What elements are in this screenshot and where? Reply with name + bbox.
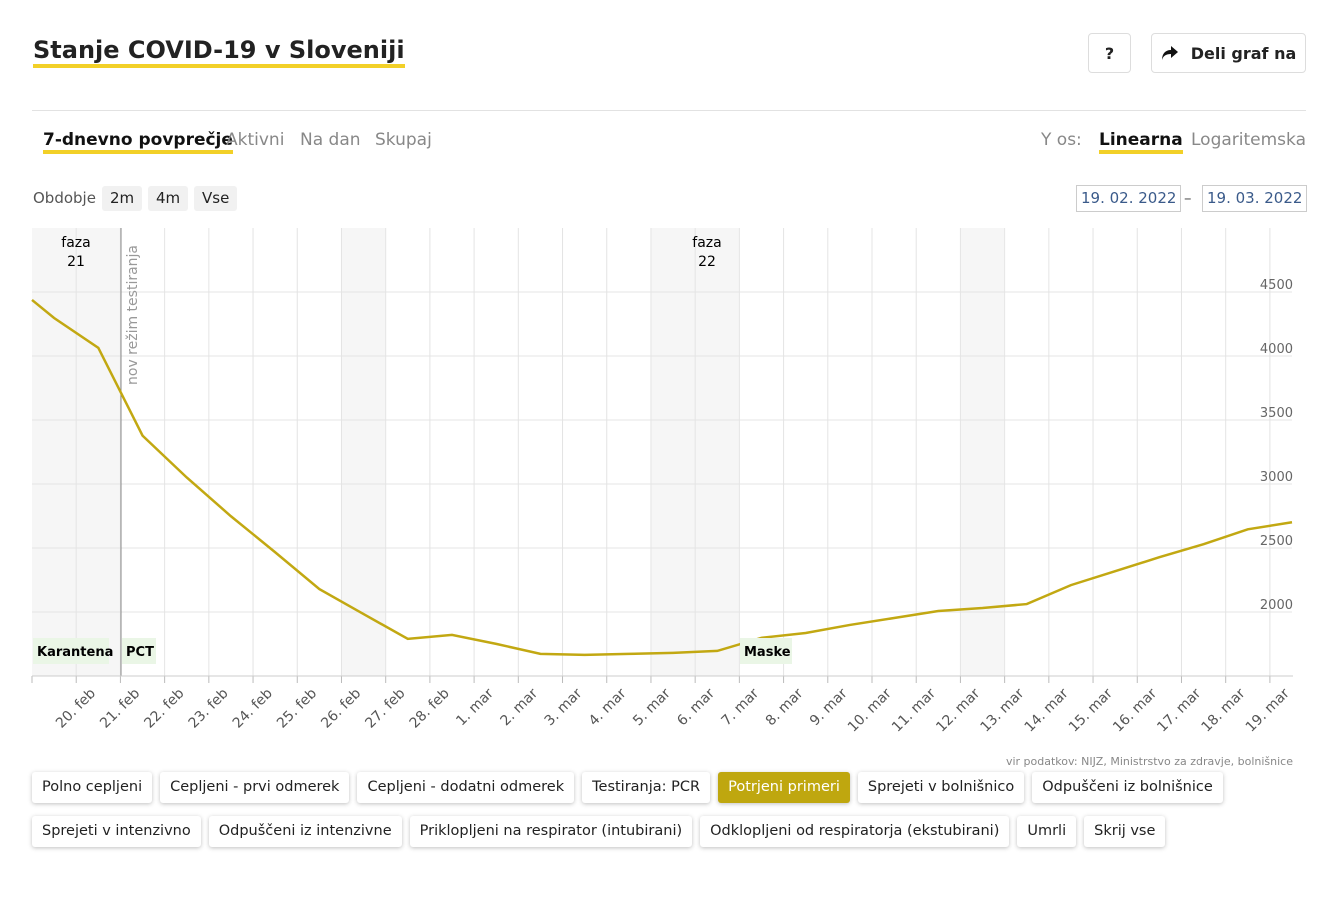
title: Stanje COVID-19 v Sloveniji <box>33 36 405 68</box>
x-tick-label: 12. mar <box>933 685 983 735</box>
x-tick-label: 26. feb <box>318 685 364 731</box>
testing-annotation: nov režim testiranja <box>125 245 141 385</box>
shade <box>341 228 386 676</box>
series-line <box>31 298 1293 657</box>
x-tick-label: 3. mar <box>542 685 586 729</box>
scale-option[interactable]: Logaritemska <box>1191 130 1306 150</box>
series-button[interactable]: Sprejeti v intenzivno <box>32 816 201 847</box>
x-tick-label: 20. feb <box>53 685 99 731</box>
event-box <box>33 638 109 664</box>
x-tick-label: 21. feb <box>97 685 143 731</box>
date-from[interactable]: 19. 02. 2022 <box>1076 185 1182 212</box>
y-tick-label: 3000 <box>1260 470 1293 485</box>
x-tick-label: 18. mar <box>1199 685 1249 735</box>
source: vir podatkov: NIJZ, Ministrstvo za zdrav… <box>1005 755 1293 768</box>
shade <box>960 228 1004 676</box>
phase-number: 22 <box>698 254 716 270</box>
period-option[interactable]: Vse <box>194 186 238 211</box>
series-button[interactable]: Priklopljeni na respirator (intubirani) <box>409 816 693 847</box>
series-button[interactable]: Umrli <box>1017 816 1077 847</box>
series-button[interactable]: Testiranja: PCR <box>582 772 711 803</box>
phase-label: faza <box>692 235 721 251</box>
x-tick-label: 4. mar <box>586 685 630 729</box>
period-option[interactable]: 4m <box>148 186 189 211</box>
tab[interactable]: Skupaj <box>375 130 432 150</box>
x-tick-label: 25. feb <box>274 685 320 731</box>
series-button[interactable]: Skrij vse <box>1084 816 1166 847</box>
x-tick-label: 19. mar <box>1243 685 1293 735</box>
x-tick-label: 28. feb <box>407 685 453 731</box>
x-tick-label: 8. mar <box>763 685 807 729</box>
x-tick-label: 2. mar <box>497 685 541 729</box>
event-box <box>740 638 792 664</box>
share-label: Deli graf na <box>1190 43 1297 63</box>
series-button[interactable]: Cepljeni - dodatni odmerek <box>357 772 575 803</box>
y-tick-label: 2000 <box>1260 598 1293 613</box>
tab[interactable]: 7-dnevno povprečje <box>43 130 233 154</box>
tab[interactable]: Na dan <box>300 130 361 150</box>
phase-number: 21 <box>67 254 85 270</box>
phase-label: faza <box>61 235 90 251</box>
chart: nov režim testiranja faza 21 faza 22 Kar… <box>31 228 1293 735</box>
tab[interactable]: Aktivni <box>226 130 285 150</box>
series-button[interactable]: Odpuščeni iz bolnišnice <box>1032 772 1223 803</box>
x-tick-label: 1. mar <box>453 685 497 729</box>
event-label: Maske <box>744 645 791 660</box>
x-tick-label: 5. mar <box>630 685 674 729</box>
scale-label: Y os: <box>1041 130 1082 150</box>
series-button[interactable]: Odklopljeni od respiratorja (ekstubirani… <box>700 816 1010 847</box>
x-tick-label: 23. feb <box>186 685 232 731</box>
x-tick-label: 10. mar <box>845 685 895 735</box>
button-row: Polno cepljeni Cepljeni - prvi odmerek Cep… <box>32 772 1223 803</box>
share-icon <box>1161 46 1178 60</box>
share-button[interactable]: Deli graf na <box>1151 33 1306 73</box>
x-tick-label: 7. mar <box>719 685 763 729</box>
button-row: Sprejeti v intenzivno Odpuščeni iz intenz… <box>32 816 1166 847</box>
y-tick-label: 2500 <box>1260 534 1293 549</box>
x-tick-label: 11. mar <box>889 685 939 735</box>
period-label: Obdobje <box>33 189 96 207</box>
date-to[interactable]: 19. 03. 2022 <box>1202 185 1308 212</box>
y-tick-label: 3500 <box>1260 406 1293 421</box>
x-tick-label: 27. feb <box>362 685 408 731</box>
x-tick-label: 24. feb <box>230 685 276 731</box>
series-button[interactable]: Odpuščeni iz intenzivne <box>208 816 402 847</box>
x-tick-label: 6. mar <box>674 685 718 729</box>
x-tick-label: 15. mar <box>1066 685 1116 735</box>
x-tick-label: 17. mar <box>1154 685 1204 735</box>
series-button[interactable]: Polno cepljeni <box>32 772 153 803</box>
scale-option[interactable]: Linearna <box>1099 130 1183 154</box>
event-label: PCT <box>126 645 154 660</box>
period-option[interactable]: 2m <box>102 186 143 211</box>
x-tick-label: 14. mar <box>1022 685 1072 735</box>
series-button[interactable]: Sprejeti v bolnišnico <box>857 772 1025 803</box>
series-button[interactable]: Cepljeni - prvi odmerek <box>160 772 350 803</box>
x-tick-label: 13. mar <box>977 685 1027 735</box>
date-separator: – <box>1184 189 1192 207</box>
x-tick-label: 9. mar <box>807 685 851 729</box>
x-tick-label: 22. feb <box>141 685 187 731</box>
event-label: Karantena <box>37 645 113 660</box>
y-tick-label: 4500 <box>1260 278 1293 293</box>
x-tick-label: 16. mar <box>1110 685 1160 735</box>
y-tick-label: 4000 <box>1260 342 1293 357</box>
separator <box>32 110 1306 111</box>
help-button[interactable]: ? <box>1088 33 1131 73</box>
series-button[interactable]: Potrjeni primeri <box>718 772 850 803</box>
event-box <box>122 638 156 664</box>
